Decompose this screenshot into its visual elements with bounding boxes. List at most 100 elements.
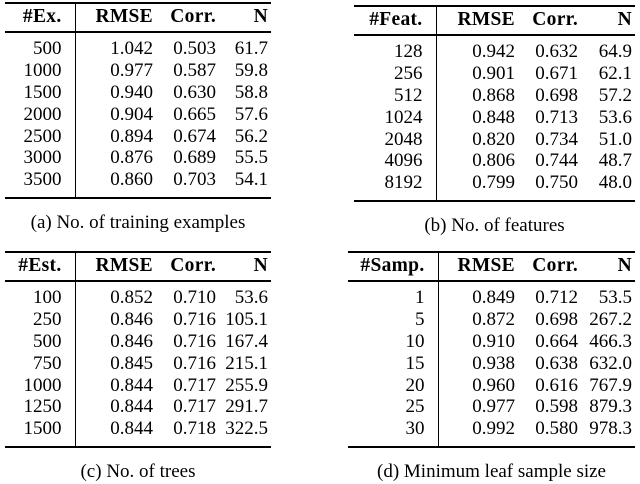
n-value-cell: 51.0: [598, 128, 632, 150]
n-column-header: N: [216, 252, 271, 282]
corr-value-cell: 0.698: [535, 84, 578, 106]
param-value-cell: 4096: [354, 149, 437, 172]
subfigure-d: #Samp. RMSE Corr. N 1 0.849 0.712 53.5 5 0.87…: [348, 251, 635, 483]
corr-value-cell: 0.717: [173, 374, 216, 396]
n-value-cell: 58.8: [234, 81, 268, 103]
rmse-value-cell: 0.910: [472, 330, 515, 352]
subfigure-c-caption: (c) No. of trees: [80, 460, 196, 482]
param-value-cell: 1000: [5, 374, 76, 396]
table-body: 1 0.849 0.712 53.5 5 0.872 0.698 267.2 10 0.910 0.…: [348, 281, 635, 447]
rmse-value-cell: 0.894: [110, 125, 153, 147]
corr-value-cell: 0.664: [535, 330, 578, 352]
data-row: 1500 0.844 0.718 322.5: [5, 417, 271, 447]
param-value-cell: 1: [348, 281, 439, 309]
subfigure-a: #Ex. RMSE Corr. N 500 1.042 0.503 61.7 1000 0…: [5, 2, 271, 234]
param-value-cell: 250: [5, 308, 76, 331]
n-column-header: N: [216, 3, 271, 33]
data-row: 1024 0.848 0.713 53.6: [354, 106, 635, 129]
table-body: 100 0.852 0.710 53.6 250 0.846 0.716 105.1 500 0.…: [5, 281, 271, 447]
rmse-value-cell: 0.942: [472, 41, 515, 63]
corr-value-cell: 0.698: [535, 309, 578, 331]
corr-value-cell: 0.632: [535, 41, 578, 63]
data-row: 10 0.910 0.664 466.3: [348, 330, 635, 353]
header-row: #Feat. RMSE Corr. N: [354, 6, 635, 36]
corr-value-cell: 0.630: [173, 81, 216, 103]
data-row: 250 0.846 0.716 105.1: [5, 308, 271, 331]
corr-value-cell: 0.718: [173, 418, 216, 440]
param-value-cell: 5: [348, 308, 439, 331]
results-table-leaf-sample-size: #Samp. RMSE Corr. N 1 0.849 0.712 53.5 5 0.87…: [348, 251, 635, 448]
n-value-cell: 466.3: [589, 330, 632, 352]
n-value-cell: 978.3: [589, 418, 632, 440]
data-row: 8192 0.799 0.750 48.0: [354, 171, 635, 201]
corr-value-cell: 0.703: [173, 169, 216, 191]
param-value-cell: 3000: [5, 146, 76, 169]
param-value-cell: 3500: [5, 168, 76, 198]
data-row: 500 1.042 0.503 61.7: [5, 32, 271, 60]
n-value-cell: 57.6: [234, 103, 268, 125]
n-value-cell: 55.5: [234, 147, 268, 169]
n-value-cell: 57.2: [598, 84, 632, 106]
corr-value-cell: 0.665: [173, 103, 216, 125]
param-value-cell: 512: [354, 84, 437, 107]
data-row: 1000 0.844 0.717 255.9: [5, 374, 271, 396]
rmse-value-cell: 0.844: [110, 418, 153, 440]
rmse-value-cell: 0.960: [472, 374, 515, 396]
n-value-cell: 267.2: [589, 309, 632, 331]
corr-value-cell: 0.689: [173, 147, 216, 169]
rmse-value-cell: 0.846: [110, 330, 153, 352]
n-column-header: N: [578, 6, 635, 36]
n-value-cell: 167.4: [225, 330, 268, 352]
corr-column-header: Corr.: [515, 6, 578, 36]
corr-value-cell: 0.616: [535, 374, 578, 396]
rmse-value-cell: 0.846: [110, 309, 153, 331]
rmse-value-cell: 0.872: [472, 309, 515, 331]
results-table-features: #Feat. RMSE Corr. N 128 0.942 0.632 64.9 256…: [354, 5, 635, 202]
param-value-cell: 10: [348, 330, 439, 353]
data-row: 100 0.852 0.710 53.6: [5, 281, 271, 309]
rmse-column-header: RMSE: [438, 252, 515, 282]
rmse-value-cell: 0.977: [472, 396, 515, 418]
header-row: #Ex. RMSE Corr. N: [5, 3, 271, 33]
rmse-value-cell: 0.992: [472, 418, 515, 440]
n-value-cell: 62.1: [598, 63, 632, 85]
rmse-value-cell: 0.860: [110, 169, 153, 191]
data-row: 1 0.849 0.712 53.5: [348, 281, 635, 309]
rmse-value-cell: 0.820: [472, 128, 515, 150]
rmse-value-cell: 0.849: [472, 287, 515, 309]
results-table-training-examples: #Ex. RMSE Corr. N 500 1.042 0.503 61.7 1000 0…: [5, 2, 271, 199]
param-value-cell: 128: [354, 35, 437, 63]
data-row: 512 0.868 0.698 57.2: [354, 84, 635, 107]
corr-value-cell: 0.712: [535, 287, 578, 309]
param-column-header: #Feat.: [354, 6, 437, 36]
param-column-header: #Samp.: [348, 252, 439, 282]
data-row: 256 0.901 0.671 62.1: [354, 62, 635, 85]
rmse-column-header: RMSE: [75, 3, 153, 33]
data-row: 5 0.872 0.698 267.2: [348, 308, 635, 331]
rmse-value-cell: 0.904: [110, 103, 153, 125]
n-value-cell: 64.9: [598, 41, 632, 63]
data-row: 25 0.977 0.598 879.3: [348, 395, 635, 418]
n-value-cell: 59.8: [234, 60, 268, 82]
param-value-cell: 500: [5, 330, 76, 353]
param-value-cell: 100: [5, 281, 76, 309]
param-value-cell: 2048: [354, 128, 437, 150]
corr-value-cell: 0.716: [173, 330, 216, 352]
n-value-cell: 56.2: [234, 125, 268, 147]
n-value-cell: 322.5: [225, 418, 268, 440]
data-row: 1250 0.844 0.717 291.7: [5, 395, 271, 418]
corr-value-cell: 0.717: [173, 396, 216, 418]
corr-value-cell: 0.671: [535, 63, 578, 85]
param-column-header: #Est.: [5, 252, 76, 282]
n-value-cell: 215.1: [225, 352, 268, 374]
corr-value-cell: 0.587: [173, 60, 216, 82]
rmse-value-cell: 0.940: [110, 81, 153, 103]
param-value-cell: 15: [348, 352, 439, 375]
rmse-value-cell: 0.852: [110, 287, 153, 309]
n-value-cell: 48.0: [598, 172, 632, 194]
corr-value-cell: 0.716: [173, 352, 216, 374]
subfigure-a-caption: (a) No. of training examples: [30, 211, 246, 233]
subfigure-b: #Feat. RMSE Corr. N 128 0.942 0.632 64.9 256…: [354, 5, 635, 237]
param-value-cell: 1500: [5, 81, 76, 104]
